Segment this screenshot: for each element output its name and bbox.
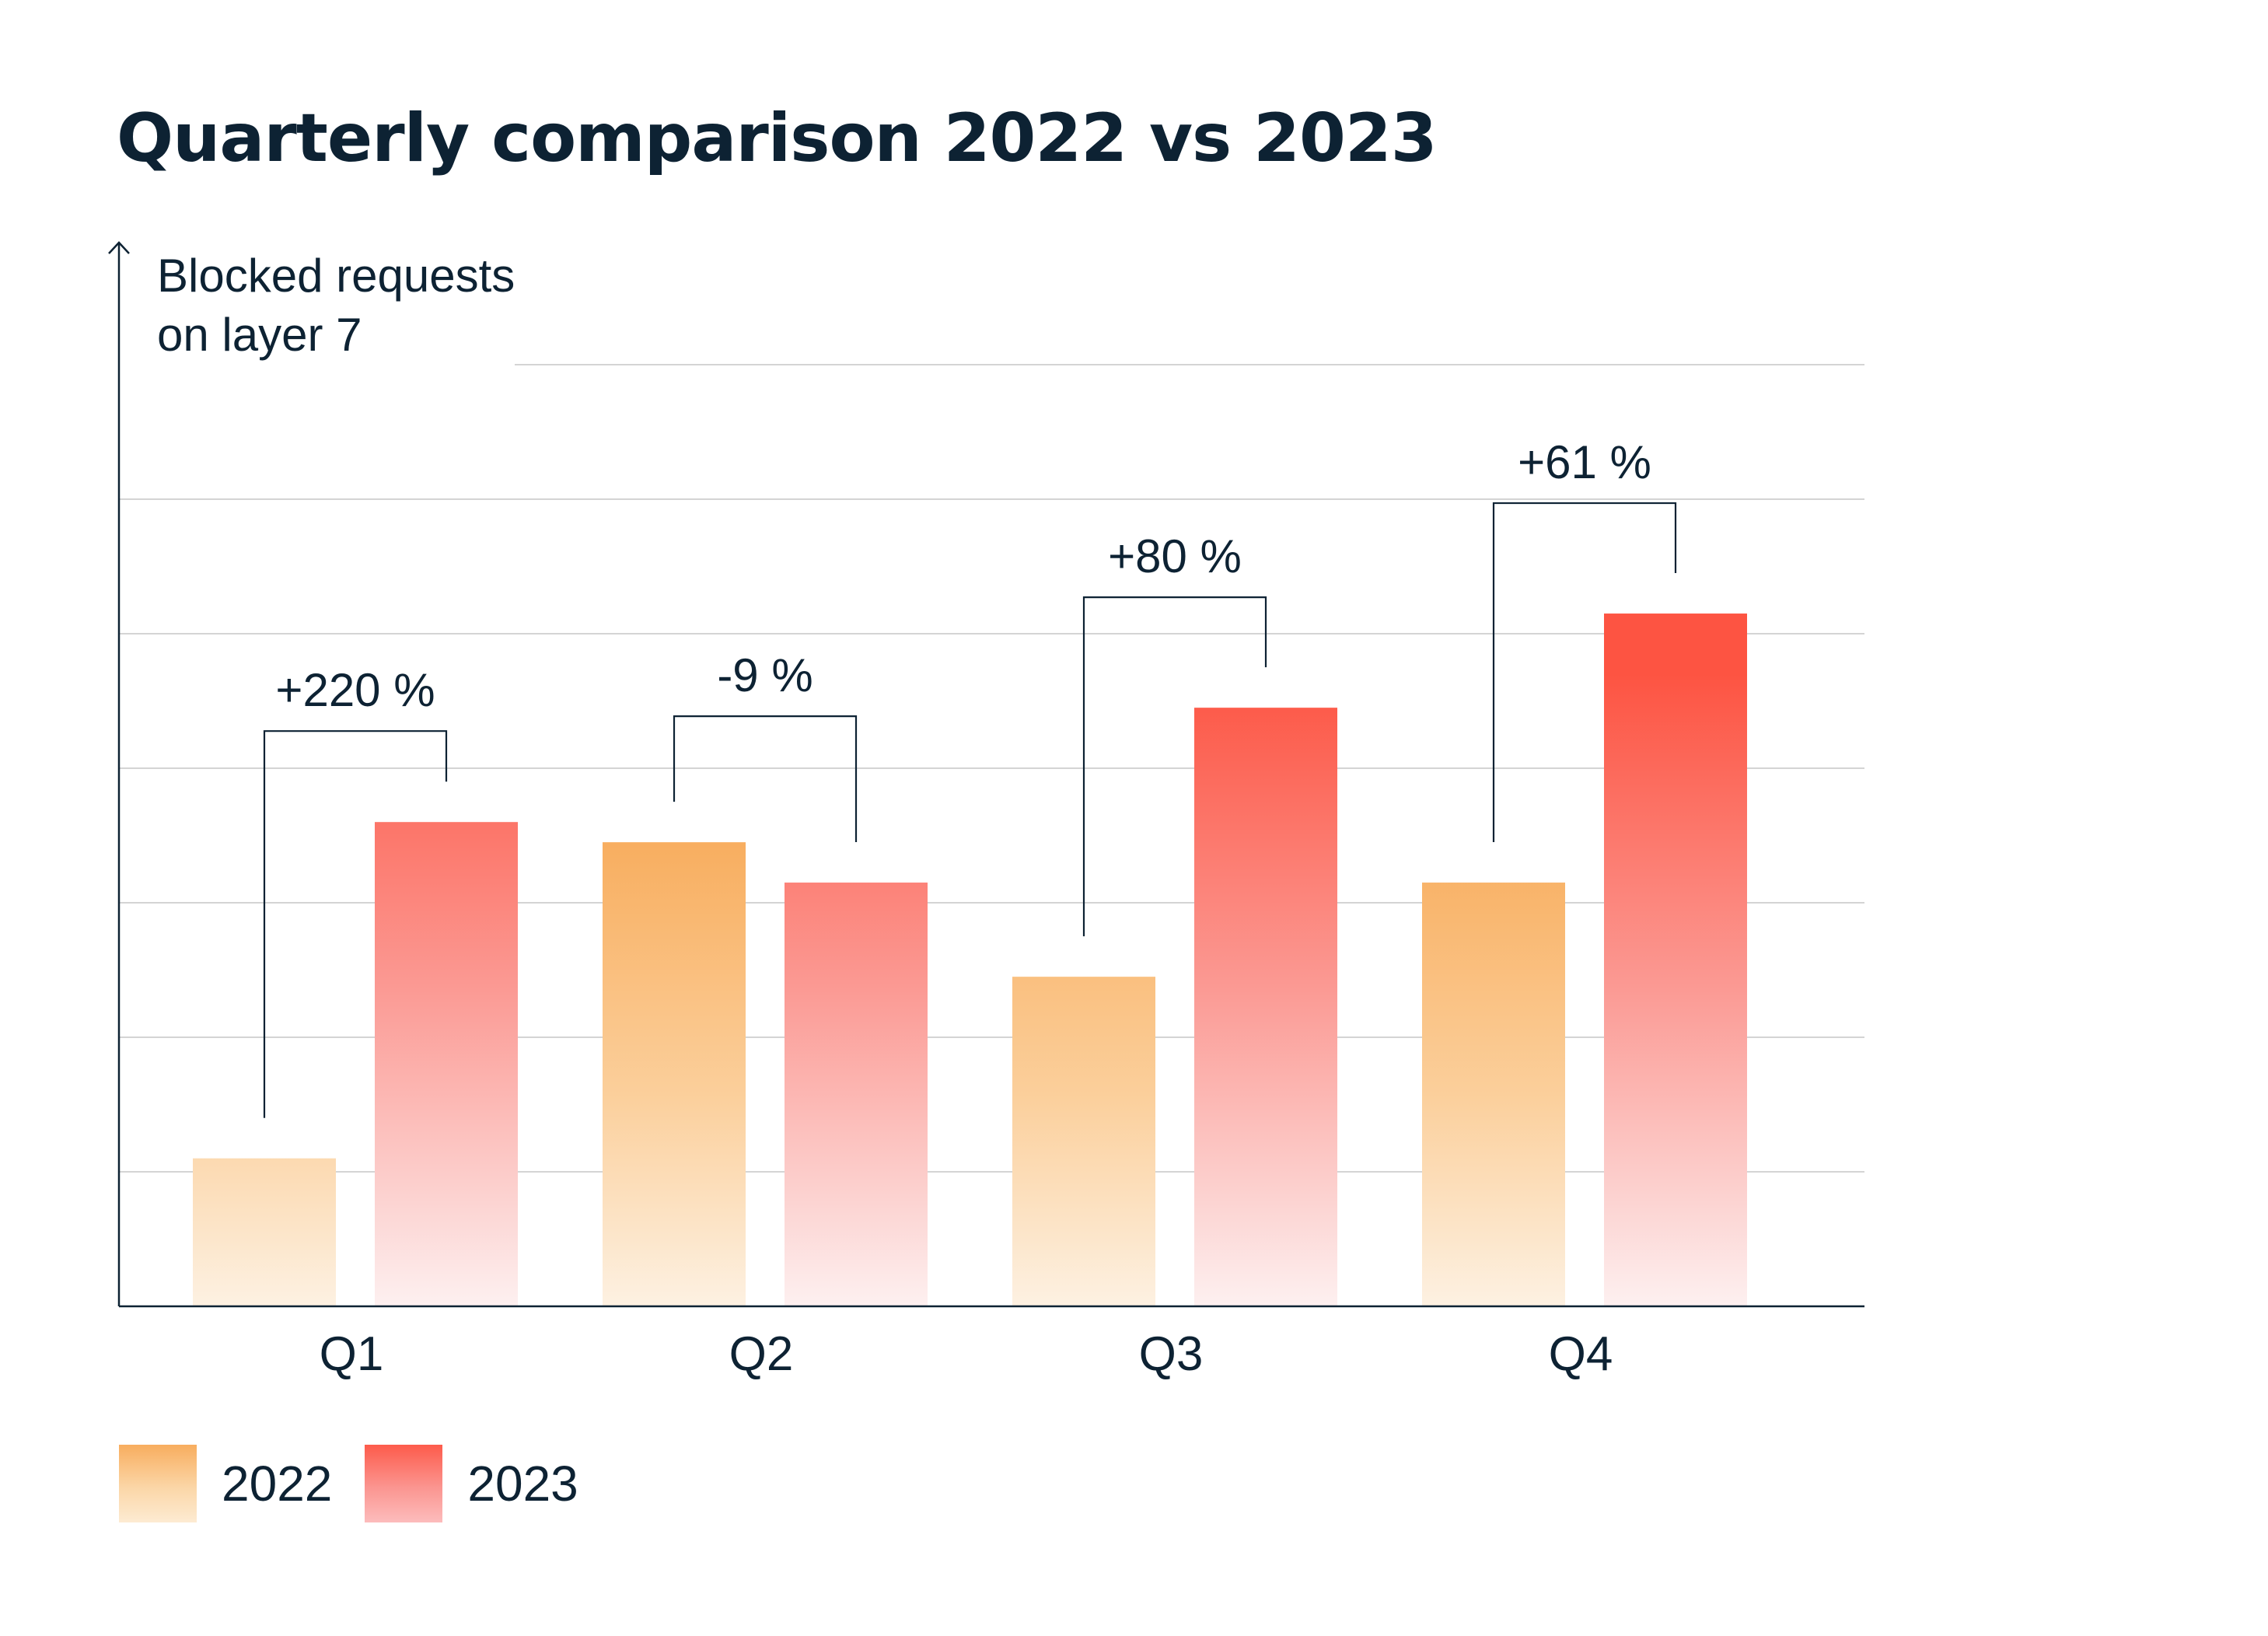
legend: 2022 2023 — [119, 1445, 611, 1522]
y-axis-label-line: on layer 7 — [157, 309, 362, 361]
axis-labels: Q1 Q2 Q3 Q4 Blocked requests on layer 7 — [157, 250, 1613, 1381]
bar-2023-q1 — [375, 822, 518, 1306]
change-label: -9 % — [717, 649, 812, 701]
bar-2023-q2 — [785, 883, 928, 1306]
change-bracket — [673, 715, 858, 843]
change-label: +80 % — [1108, 530, 1242, 582]
bar-2022-q2 — [603, 842, 746, 1306]
bar-2023-q3 — [1194, 708, 1337, 1306]
bar-2022-q3 — [1012, 977, 1155, 1306]
legend-item-2023: 2023 — [365, 1445, 578, 1522]
x-tick-label-q3: Q3 — [1139, 1327, 1204, 1381]
change-label: +61 % — [1518, 436, 1651, 488]
bar-2023-q4 — [1604, 614, 1747, 1306]
x-tick-label-q4: Q4 — [1549, 1327, 1613, 1381]
x-tick-label-q2: Q2 — [729, 1327, 794, 1381]
legend-item-2022: 2022 — [119, 1445, 332, 1522]
legend-label-2023: 2023 — [467, 1456, 578, 1512]
axes — [108, 241, 1864, 1308]
legend-swatch-2023 — [365, 1445, 443, 1522]
bars — [193, 614, 1747, 1306]
change-bracket — [1082, 596, 1267, 937]
legend-swatch-2022 — [119, 1445, 197, 1522]
change-bracket — [263, 730, 448, 1118]
x-tick-label-q1: Q1 — [320, 1327, 384, 1381]
change-label: +220 % — [275, 664, 435, 716]
y-axis-label-line: Blocked requests — [157, 250, 515, 302]
bar-2022-q1 — [193, 1158, 336, 1306]
change-annotations: +220 % -9 % +80 % +61 % — [263, 436, 1677, 1118]
change-bracket — [1492, 502, 1677, 843]
legend-label-2022: 2022 — [222, 1456, 333, 1512]
y-axis-arrow — [108, 241, 130, 254]
chart-title: Quarterly comparison 2022 vs 2023 — [117, 100, 1438, 177]
bar-2022-q4 — [1422, 883, 1565, 1306]
